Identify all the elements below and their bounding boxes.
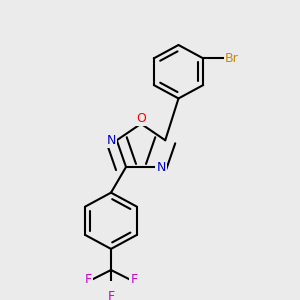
Text: N: N: [157, 160, 166, 173]
Text: N: N: [107, 134, 116, 147]
Text: F: F: [130, 273, 138, 286]
Text: F: F: [107, 290, 115, 300]
Text: Br: Br: [225, 52, 238, 65]
Text: F: F: [84, 273, 92, 286]
Text: O: O: [136, 112, 146, 125]
